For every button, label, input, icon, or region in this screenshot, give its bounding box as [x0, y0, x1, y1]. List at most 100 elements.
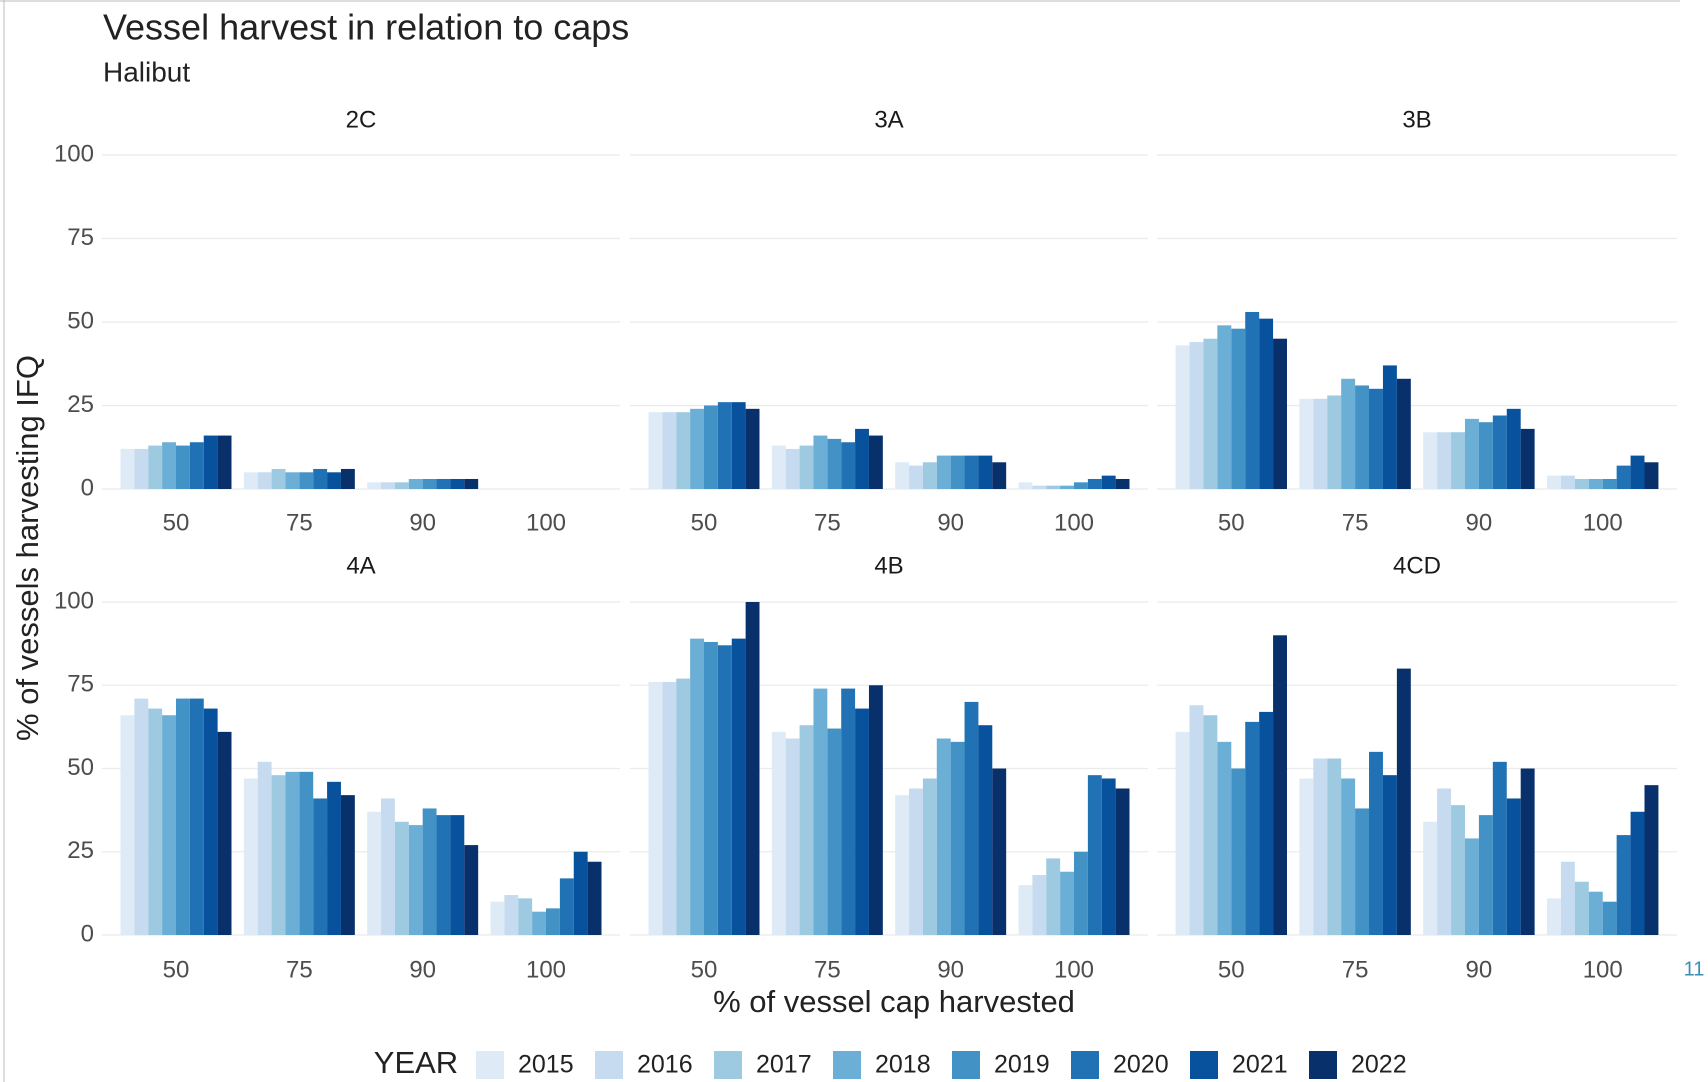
x-tick-label: 90	[1466, 956, 1493, 983]
bar	[1032, 485, 1047, 489]
legend-swatch	[714, 1051, 742, 1079]
x-tick-label: 75	[286, 509, 313, 536]
bar	[217, 435, 232, 489]
bar	[148, 445, 163, 489]
bar	[1478, 815, 1493, 935]
bar	[1506, 798, 1521, 935]
bar	[422, 478, 437, 489]
x-tick-label: 50	[163, 956, 190, 983]
bar	[203, 708, 218, 935]
bar	[1101, 475, 1116, 489]
x-tick-label: 75	[286, 956, 313, 983]
legend-swatch	[1190, 1051, 1218, 1079]
bar	[827, 728, 842, 935]
bar	[909, 465, 923, 489]
bar	[532, 911, 546, 935]
page-number: 11	[1684, 958, 1705, 980]
bar	[1060, 871, 1074, 935]
legend-label: 2021	[1232, 1051, 1288, 1079]
bar	[327, 472, 341, 489]
bar	[1574, 881, 1589, 935]
bar	[1588, 478, 1603, 489]
bar	[1423, 821, 1438, 935]
y-tick-label: 0	[81, 474, 94, 501]
y-tick-label: 25	[67, 391, 94, 418]
x-tick-label: 50	[1218, 956, 1245, 983]
bar	[313, 798, 328, 935]
bar	[648, 681, 663, 935]
x-tick-label: 90	[937, 509, 964, 536]
bar	[895, 462, 910, 489]
bar	[1032, 875, 1047, 935]
bar	[450, 478, 465, 489]
bar	[243, 778, 258, 935]
bar	[299, 472, 314, 489]
chart-subtitle: Halibut	[103, 56, 190, 87]
bar	[1231, 328, 1246, 489]
y-tick-label: 50	[67, 754, 94, 781]
x-tick-label: 50	[1218, 509, 1245, 536]
bar	[1341, 778, 1356, 935]
bar	[189, 698, 204, 935]
bar	[1087, 775, 1102, 935]
bar	[868, 435, 883, 489]
bar	[340, 468, 355, 489]
bar	[1437, 788, 1452, 935]
bar	[992, 462, 1007, 489]
bar	[841, 442, 856, 489]
y-axis-title: % of vessels harvesting IFQ	[10, 355, 45, 741]
bar	[1602, 478, 1617, 489]
bar	[271, 468, 286, 489]
bar	[1478, 422, 1493, 489]
x-tick-label: 75	[814, 956, 841, 983]
bar	[1547, 475, 1561, 489]
bar	[1018, 885, 1033, 935]
chart-title: Vessel harvest in relation to caps	[103, 7, 629, 48]
bar	[1451, 432, 1465, 489]
bar	[408, 478, 423, 489]
x-tick-label: 50	[691, 956, 718, 983]
bar	[120, 448, 135, 489]
x-tick-label: 50	[691, 509, 718, 536]
legend-swatch	[1071, 1051, 1099, 1079]
bar	[936, 455, 951, 489]
bar	[134, 448, 149, 489]
x-tick-label: 90	[937, 956, 964, 983]
bar	[690, 638, 704, 935]
bar	[922, 778, 937, 935]
bar	[1369, 751, 1383, 935]
bar	[243, 472, 258, 489]
bar	[813, 435, 828, 489]
bar	[676, 678, 691, 935]
facet-label: 4A	[346, 552, 375, 579]
bar	[1382, 775, 1397, 935]
bar	[1189, 705, 1204, 935]
bar	[1464, 418, 1479, 489]
bar	[546, 908, 560, 935]
bar	[841, 688, 856, 935]
bar	[717, 402, 732, 489]
legend-title: YEAR	[374, 1045, 458, 1080]
bar	[1101, 778, 1116, 935]
y-tick-label: 100	[54, 587, 94, 614]
legend-swatch	[833, 1051, 861, 1079]
bar	[1115, 478, 1130, 489]
bar	[978, 455, 993, 489]
x-tick-label: 100	[1583, 956, 1623, 983]
bar	[799, 725, 814, 935]
bar	[717, 645, 732, 935]
bar	[1175, 731, 1190, 935]
bar	[1355, 808, 1370, 935]
bar	[1396, 378, 1411, 489]
y-tick-label: 0	[81, 920, 94, 947]
y-tick-label: 50	[67, 307, 94, 334]
bar	[1203, 338, 1218, 489]
bar	[676, 412, 691, 489]
x-axis-title: % of vessel cap harvested	[713, 984, 1075, 1019]
bar	[450, 815, 465, 935]
bar	[1313, 758, 1328, 935]
bar	[950, 455, 965, 489]
bar	[1630, 455, 1645, 489]
x-tick-label: 100	[526, 509, 566, 536]
bar	[1074, 851, 1088, 935]
